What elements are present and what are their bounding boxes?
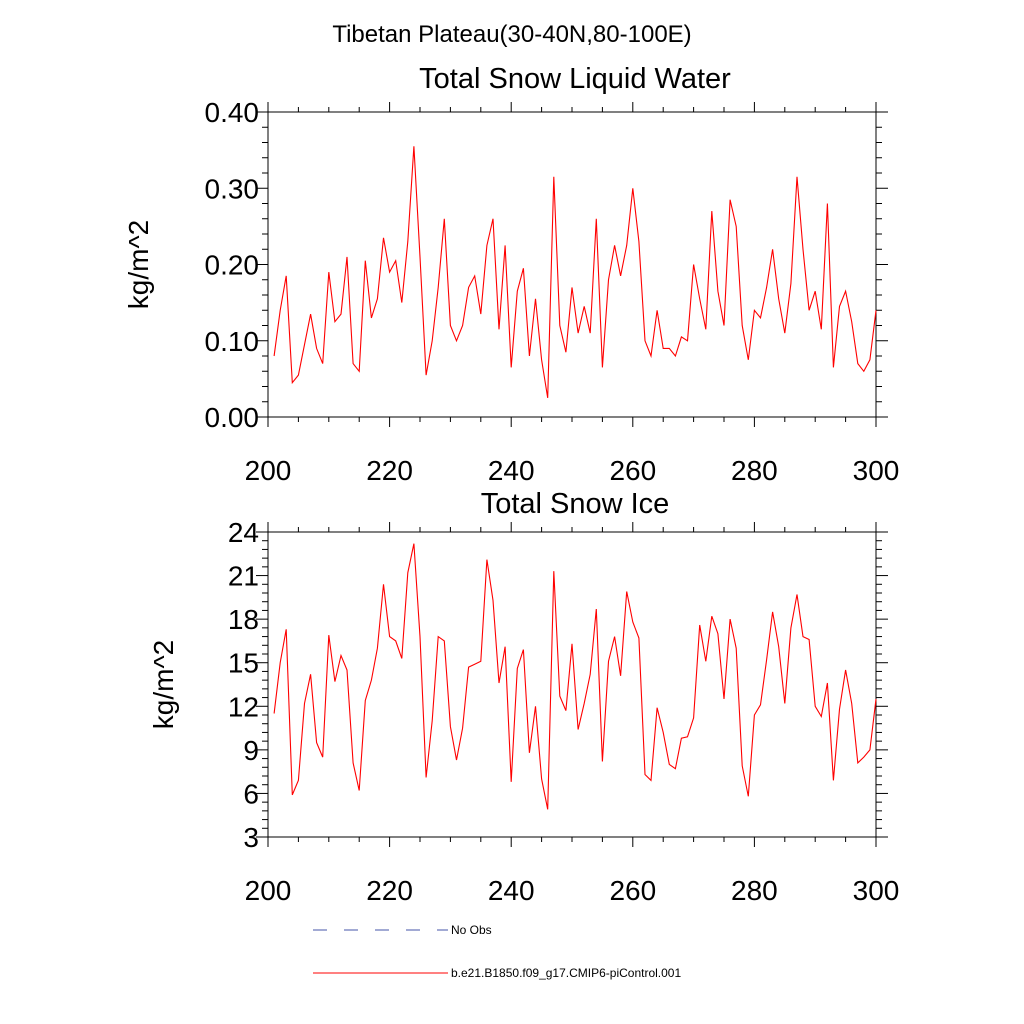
x-tick-label: 240 (488, 455, 535, 486)
x-tick-label: 280 (731, 875, 778, 906)
y-tick-label: 0.30 (205, 173, 260, 204)
x-tick-label: 220 (366, 875, 413, 906)
legend-label-model: b.e21.B1850.f09_g17.CMIP6-piControl.001 (451, 966, 681, 980)
y-tick-label: 3 (243, 822, 259, 853)
panel-title: Total Snow Liquid Water (419, 63, 731, 95)
y-tick-label: 9 (243, 735, 259, 766)
y-tick-label: 24 (228, 517, 259, 548)
y-tick-label: 12 (228, 691, 259, 722)
y-axis-label: kg/m^2 (123, 220, 154, 309)
y-tick-label: 0.00 (205, 402, 260, 433)
x-tick-label: 200 (245, 455, 292, 486)
y-tick-label: 6 (243, 778, 259, 809)
x-tick-label: 300 (853, 455, 900, 486)
x-tick-label: 260 (609, 455, 656, 486)
y-tick-label: 0.40 (205, 97, 260, 128)
plot-frame (267, 531, 877, 838)
y-axis-label: kg/m^2 (148, 640, 179, 729)
y-tick-label: 0.10 (205, 326, 260, 357)
chart-panel-snow-ice: 200 220 240 260 280 300 3 6 9 12 15 18 21 24 Total Sno… (148, 488, 899, 906)
x-tick-label: 240 (488, 875, 535, 906)
y-tick-label: 15 (228, 648, 259, 679)
panel-title: Total Snow Ice (481, 488, 670, 520)
x-tick-label: 200 (245, 875, 292, 906)
series-line (273, 146, 877, 398)
x-tick-label: 300 (853, 875, 900, 906)
x-tick-label: 220 (366, 455, 413, 486)
x-tick-label: 280 (731, 455, 778, 486)
legend: No Obs b.e21.B1850.f09_g17.CMIP6-piContr… (313, 923, 681, 980)
legend-label-no-obs: No Obs (451, 923, 492, 937)
x-tick-label: 260 (609, 875, 656, 906)
series-line (273, 543, 877, 810)
y-tick-label: 21 (228, 561, 259, 592)
figure-title: Tibetan Plateau(30-40N,80-100E) (332, 21, 691, 48)
chart-panel-snow-liquid-water: 200 220 240 260 280 300 0.00 0.10 0.20 0.30 0.40 To… (123, 63, 899, 486)
y-tick-label: 18 (228, 604, 259, 635)
y-tick-label: 0.20 (205, 250, 260, 281)
